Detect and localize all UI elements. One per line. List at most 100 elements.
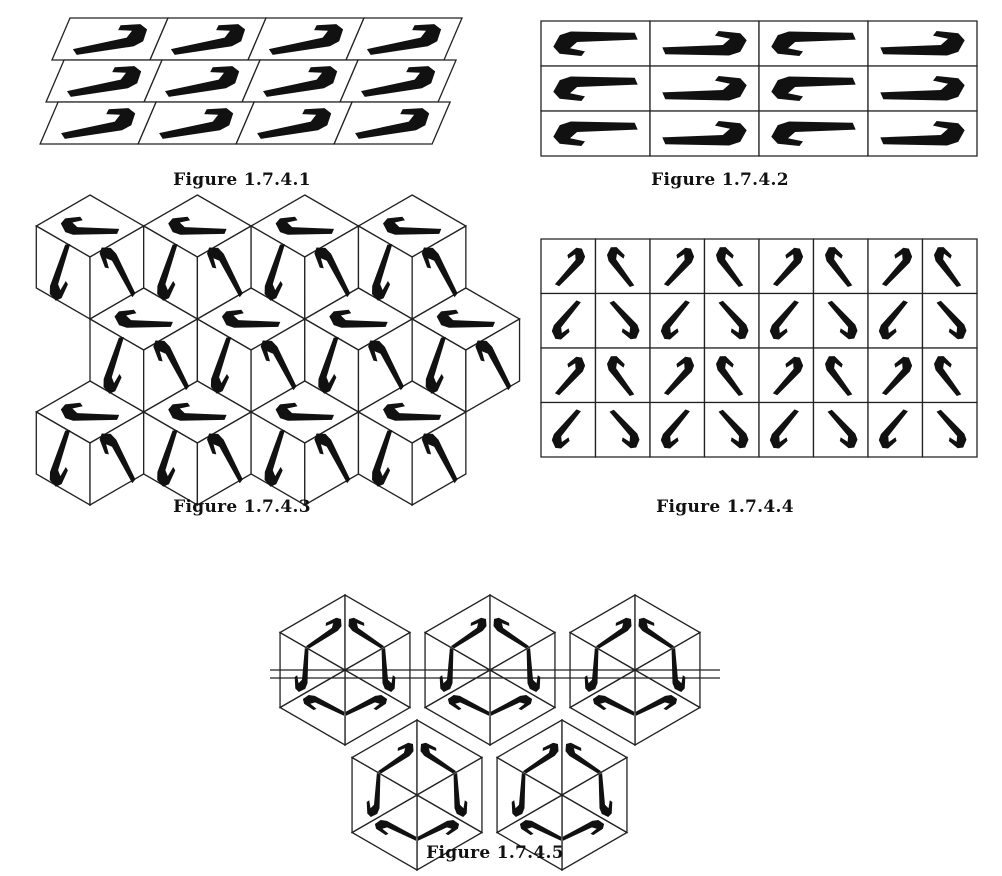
hook-motif-icon: [436, 309, 495, 328]
hook-motif-icon: [880, 121, 965, 146]
square-tile: [594, 401, 651, 458]
parallelogram-tile: [235, 101, 354, 145]
hook-motif-icon: [609, 300, 640, 340]
hook-motif-icon: [348, 617, 385, 649]
figure-2-tiling: [540, 20, 978, 157]
parallelogram-tile: [51, 17, 169, 61]
square-tile: [594, 238, 651, 295]
hook-motif-icon: [374, 820, 417, 841]
square-tile: [540, 238, 597, 295]
hook-motif-icon: [72, 24, 148, 55]
square-tile: [921, 401, 978, 458]
hook-motif-icon: [447, 695, 490, 716]
hook-motif-icon: [263, 66, 338, 97]
hook-motif-icon: [329, 309, 388, 328]
hook-motif-icon: [769, 300, 799, 340]
square-tile: [812, 401, 869, 458]
hook-motif-icon: [493, 617, 530, 649]
hook-motif-icon: [490, 695, 533, 716]
hook-motif-icon: [511, 773, 526, 817]
hook-motif-icon: [345, 695, 388, 716]
hook-motif-icon: [207, 247, 243, 298]
hook-motif-icon: [257, 108, 332, 139]
square-tile: [867, 238, 924, 295]
hook-motif-icon: [553, 76, 638, 101]
figure-5-tiling: [270, 593, 720, 872]
square-tile: [540, 347, 597, 404]
hook-motif-icon: [663, 356, 695, 396]
hook-motif-icon: [554, 247, 586, 287]
hook-motif-icon: [168, 402, 227, 421]
hook-motif-icon: [716, 356, 744, 396]
square-tile: [649, 292, 706, 349]
parallelogram-tile: [339, 59, 458, 103]
hook-motif-icon: [170, 24, 246, 55]
hook-motif-icon: [553, 121, 638, 146]
hook-motif-icon: [660, 409, 690, 449]
hook-motif-icon: [318, 337, 339, 394]
hook-motif-icon: [662, 31, 747, 56]
hook-motif-icon: [381, 648, 396, 692]
hook-motif-icon: [771, 76, 856, 101]
hook-motif-icon: [825, 356, 853, 396]
hook-motif-icon: [772, 247, 804, 287]
hook-motif-icon: [881, 247, 913, 287]
hook-motif-icon: [718, 300, 749, 340]
figure-4-caption: Figure 1.7.4.4: [656, 497, 794, 517]
parallelogram-tile: [137, 101, 256, 145]
hook-motif-icon: [157, 430, 178, 487]
square-tile: [540, 292, 597, 349]
square-tile: [540, 401, 597, 458]
hook-motif-icon: [314, 433, 351, 484]
hook-motif-icon: [592, 695, 635, 716]
hook-motif-icon: [936, 300, 967, 340]
figure-3-tiling: [35, 194, 521, 507]
figure-1-caption: Figure 1.7.4.1: [173, 170, 311, 190]
hook-motif-icon: [607, 356, 635, 396]
figure-2-caption: Figure 1.7.4.2: [651, 170, 789, 190]
square-tile: [649, 347, 706, 404]
square-tile: [867, 401, 924, 458]
hook-motif-icon: [607, 247, 635, 287]
hook-motif-icon: [421, 433, 458, 484]
square-tile: [703, 238, 760, 295]
square-tile: [703, 347, 760, 404]
hook-motif-icon: [60, 402, 120, 421]
hook-motif-icon: [275, 402, 334, 421]
hook-motif-icon: [878, 300, 908, 340]
hook-motif-icon: [609, 409, 640, 449]
square-tile: [812, 347, 869, 404]
hook-motif-icon: [635, 695, 678, 716]
hook-motif-icon: [99, 433, 136, 484]
hook-motif-icon: [210, 337, 232, 394]
figure-1-tiling: [39, 17, 463, 145]
hook-motif-icon: [772, 356, 804, 396]
square-tile: [758, 238, 815, 295]
hook-motif-icon: [355, 108, 430, 139]
hook-motif-icon: [598, 773, 613, 817]
hook-motif-icon: [61, 108, 136, 139]
parallelogram-tile: [241, 59, 360, 103]
square-tile: [812, 238, 869, 295]
hook-motif-icon: [168, 216, 227, 235]
hook-motif-icon: [264, 244, 285, 301]
hook-motif-icon: [361, 66, 436, 97]
hook-motif-icon: [157, 244, 178, 301]
hook-motif-icon: [294, 648, 309, 692]
hook-motif-icon: [662, 121, 747, 146]
hook-motif-icon: [827, 300, 858, 340]
hook-motif-icon: [366, 24, 442, 55]
hook-motif-icon: [584, 648, 599, 692]
parallelogram-tile: [149, 17, 267, 61]
square-tile: [649, 238, 706, 295]
hook-motif-icon: [49, 430, 71, 487]
hook-motif-icon: [165, 66, 240, 97]
figure-3-caption: Figure 1.7.4.3: [173, 497, 311, 517]
hook-motif-icon: [421, 247, 458, 298]
hook-motif-icon: [880, 76, 965, 101]
hook-motif-icon: [377, 742, 414, 774]
hook-motif-icon: [553, 31, 638, 56]
hook-motif-icon: [663, 247, 695, 287]
hook-motif-icon: [60, 216, 120, 235]
hook-motif-icon: [372, 244, 393, 301]
